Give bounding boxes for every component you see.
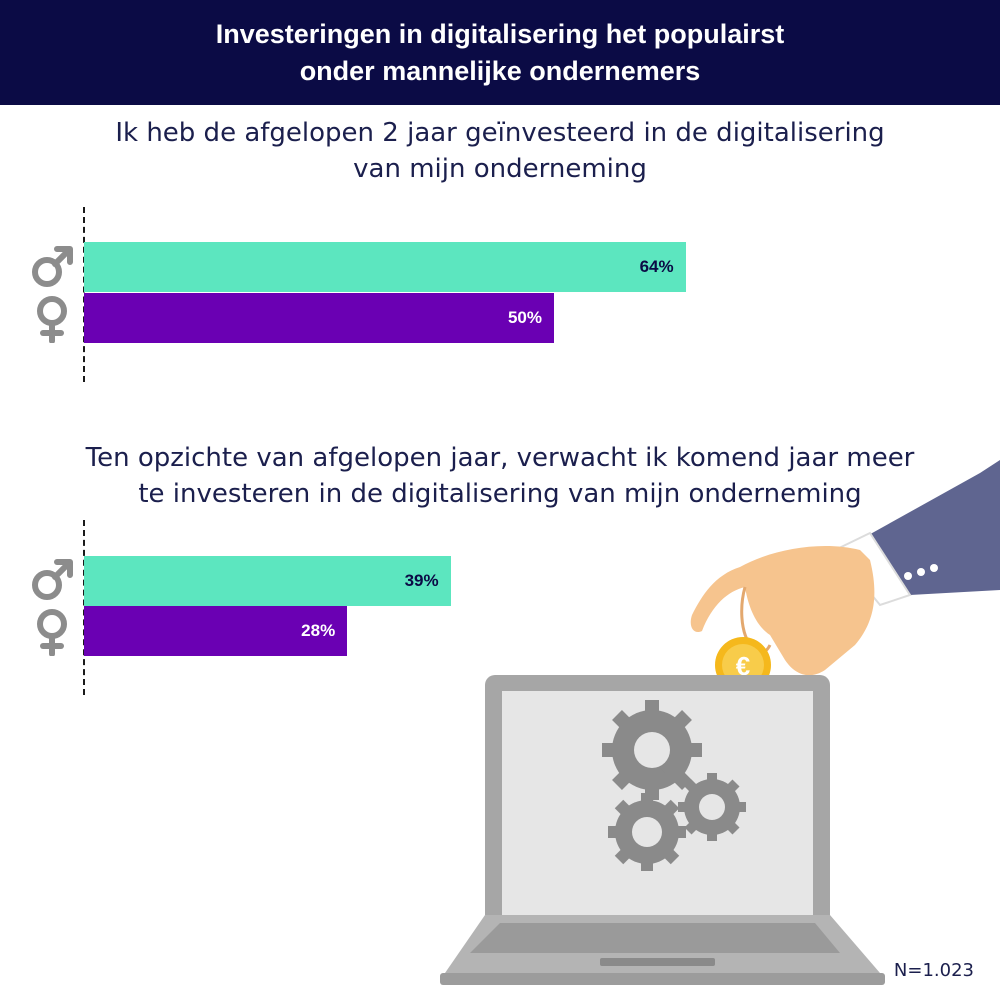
svg-text:€: €	[736, 651, 750, 681]
chart-1-bar-female: 50%	[84, 293, 554, 343]
chart-1-label-male: 64%	[639, 257, 674, 276]
male-symbol-icon	[32, 246, 73, 287]
question-2-line-1: Ten opzichte van afgelopen jaar, verwach…	[85, 443, 915, 473]
laptop-gears-icon	[440, 675, 885, 985]
header-title-line-1: Investeringen in digitalisering het popu…	[215, 18, 785, 49]
chart-1-bar-male: 64%	[84, 242, 686, 292]
bar-chart-2: 39% 28%	[0, 520, 1000, 700]
chart-2-label-female: 28%	[301, 621, 336, 640]
header-banner: Investeringen in digitalisering het popu…	[0, 0, 1000, 105]
question-1-line-1: Ik heb de afgelopen 2 jaar geïnvesteerd …	[115, 118, 885, 148]
header-title-line-2: onder mannelijke ondernemers	[299, 55, 701, 86]
female-symbol-icon	[37, 609, 67, 656]
question-2: Ten opzichte van afgelopen jaar, verwach…	[40, 440, 960, 512]
chart-2-label-male: 39%	[404, 571, 439, 590]
male-symbol-icon	[32, 559, 73, 600]
chart-2-bar-female: 28%	[84, 606, 348, 656]
sample-size-footnote: N=1.023	[893, 960, 974, 981]
chart-1-label-female: 50%	[507, 308, 542, 327]
laptop-investment-illustration: €	[440, 460, 1000, 985]
female-symbol-icon	[37, 296, 67, 343]
bar-chart-1: 64% 50%	[0, 207, 1000, 387]
question-1-line-2: van mijn onderneming	[353, 154, 647, 184]
question-2-line-2: te investeren in de digitalisering van m…	[138, 479, 862, 509]
chart-2-bar-male: 39%	[84, 556, 451, 606]
question-1: Ik heb de afgelopen 2 jaar geïnvesteerd …	[40, 115, 960, 187]
